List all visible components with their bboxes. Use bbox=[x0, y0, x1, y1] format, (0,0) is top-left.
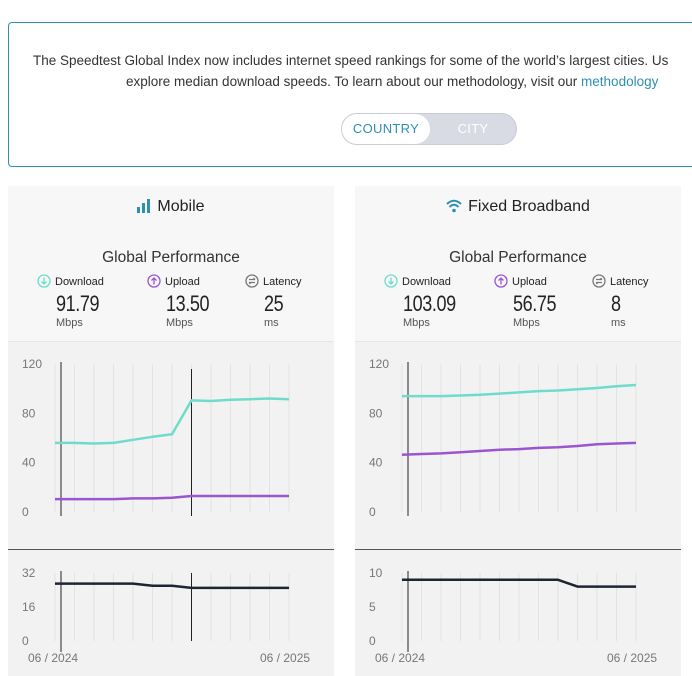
mobile-upload-label-text: Upload bbox=[165, 276, 200, 288]
y-tick-label: 10 bbox=[369, 566, 383, 580]
fixed-latency-unit: ms bbox=[611, 317, 626, 329]
mobile-download-value: 91.79 bbox=[56, 291, 100, 316]
y-tick-label: 40 bbox=[369, 456, 383, 470]
fixed-upload-unit: Mbps bbox=[513, 317, 540, 329]
signal-bars-icon bbox=[137, 199, 151, 218]
y-tick-label: 120 bbox=[22, 357, 42, 371]
fixed-date-start: 06 / 2024 bbox=[375, 651, 426, 665]
mobile-latency-label-text: Latency bbox=[263, 276, 302, 288]
mobile-date-start: 06 / 2024 bbox=[28, 651, 79, 665]
download-arrow-icon bbox=[37, 274, 51, 288]
latency-series-line bbox=[55, 582, 289, 590]
latency-arrows-icon bbox=[245, 274, 259, 288]
y-tick-label: 5 bbox=[369, 600, 376, 614]
mobile-panel: Mobile Global Performance Download 91.79… bbox=[8, 186, 334, 676]
intro-line-1: The Speedtest Global Index now includes … bbox=[33, 53, 669, 68]
y-tick-label: 0 bbox=[369, 505, 376, 519]
mobile-latency-chart[interactable]: 0 16 32 bbox=[8, 560, 334, 652]
intro-line-2: explore median download speeds. To learn… bbox=[9, 71, 692, 92]
fixed-global-performance: Global Performance bbox=[449, 249, 587, 266]
wifi-icon bbox=[446, 199, 462, 218]
fixed-download-unit: Mbps bbox=[403, 317, 430, 329]
mobile-download-unit: Mbps bbox=[56, 317, 83, 329]
mobile-upload-value: 13.50 bbox=[166, 291, 210, 316]
fixed-panel-header: Fixed Broadband Global Performance Downl… bbox=[355, 186, 681, 342]
fixed-upload-label-text: Upload bbox=[512, 276, 547, 288]
mobile-download-label-text: Download bbox=[55, 276, 104, 288]
fixed-latency-value: 8 bbox=[611, 291, 621, 316]
fixed-download-label: Download bbox=[384, 274, 484, 288]
upload-arrow-icon bbox=[494, 274, 508, 288]
mobile-latency-value: 25 bbox=[264, 291, 284, 316]
fixed-upload-label: Upload bbox=[494, 274, 594, 288]
mobile-speed-chart[interactable]: 0 40 80 120 bbox=[8, 346, 334, 546]
y-tick-label: 0 bbox=[369, 634, 376, 648]
toggle-city[interactable]: CITY bbox=[457, 121, 489, 136]
download-arrow-icon bbox=[384, 274, 398, 288]
fixed-latency-label: Latency bbox=[592, 274, 692, 288]
fixed-download-label-text: Download bbox=[402, 276, 451, 288]
latency-arrows-icon bbox=[592, 274, 606, 288]
fixed-upload-metric: Upload 56.75 Mbps bbox=[494, 274, 594, 329]
y-tick-label: 80 bbox=[369, 406, 383, 420]
fixed-date-end: 06 / 2025 bbox=[607, 651, 658, 665]
fixed-latency-chart[interactable]: 0 5 10 bbox=[355, 560, 681, 652]
y-tick-label: 0 bbox=[22, 505, 29, 519]
fixed-speed-chart[interactable]: 0 40 80 120 bbox=[355, 346, 681, 546]
mobile-chart-divider bbox=[8, 549, 334, 550]
y-tick-label: 16 bbox=[22, 600, 36, 614]
mobile-latency-unit: ms bbox=[264, 317, 279, 329]
mobile-title-text: Mobile bbox=[157, 198, 205, 215]
fixed-download-metric: Download 103.09 Mbps bbox=[384, 274, 484, 329]
y-tick-label: 32 bbox=[22, 566, 36, 580]
upload-arrow-icon bbox=[147, 274, 161, 288]
download-series-line bbox=[55, 397, 290, 445]
toggle-country[interactable]: COUNTRY bbox=[342, 114, 430, 144]
mobile-upload-metric: Upload 13.50 Mbps bbox=[147, 274, 247, 329]
mobile-latency-metric: Latency 25 ms bbox=[245, 274, 345, 329]
fixed-chart-divider bbox=[355, 549, 681, 550]
fixed-upload-value: 56.75 bbox=[513, 291, 557, 316]
y-tick-label: 80 bbox=[22, 406, 36, 420]
fixed-title: Fixed Broadband bbox=[355, 198, 681, 218]
y-tick-label: 0 bbox=[22, 634, 29, 648]
y-tick-label: 120 bbox=[369, 357, 389, 371]
country-city-toggle[interactable]: COUNTRY CITY bbox=[341, 113, 517, 145]
mobile-latency-label: Latency bbox=[245, 274, 345, 288]
mobile-panel-header: Mobile Global Performance Download 91.79… bbox=[8, 186, 334, 342]
fixed-title-text: Fixed Broadband bbox=[468, 198, 590, 215]
intro-box: The Speedtest Global Index now includes … bbox=[8, 22, 692, 167]
fixed-panel: Fixed Broadband Global Performance Downl… bbox=[355, 186, 681, 676]
fixed-download-value: 103.09 bbox=[403, 291, 456, 316]
methodology-link[interactable]: methodology bbox=[581, 74, 659, 89]
mobile-global-performance: Global Performance bbox=[102, 249, 240, 266]
upload-series-line bbox=[401, 441, 637, 456]
fixed-latency-label-text: Latency bbox=[610, 276, 649, 288]
mobile-download-metric: Download 91.79 Mbps bbox=[37, 274, 137, 329]
upload-series-line bbox=[55, 494, 289, 501]
fixed-latency-metric: Latency 8 ms bbox=[592, 274, 692, 329]
y-tick-label: 40 bbox=[22, 456, 36, 470]
download-series-line bbox=[402, 383, 637, 398]
mobile-date-end: 06 / 2025 bbox=[260, 651, 311, 665]
intro-text: The Speedtest Global Index now includes … bbox=[9, 50, 692, 92]
mobile-title: Mobile bbox=[8, 198, 334, 218]
mobile-upload-label: Upload bbox=[147, 274, 247, 288]
intro-line-2-text: explore median download speeds. To learn… bbox=[126, 74, 582, 89]
mobile-upload-unit: Mbps bbox=[166, 317, 193, 329]
latency-series-line bbox=[402, 578, 636, 588]
mobile-download-label: Download bbox=[37, 274, 137, 288]
